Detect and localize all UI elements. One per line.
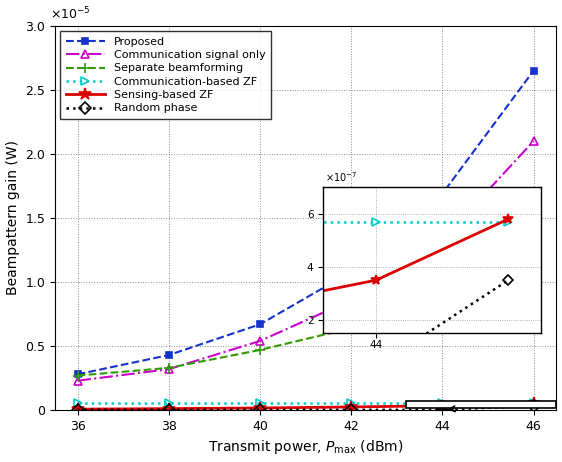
Random phase: [348, 407, 355, 413]
Proposed: [74, 371, 81, 377]
Line: Communication signal only: Communication signal only: [74, 137, 538, 385]
Communication signal only: [74, 378, 81, 383]
Line: Sensing-based ZF: Sensing-based ZF: [71, 396, 540, 415]
Random phase: [74, 407, 81, 413]
Communication-based ZF: [165, 400, 172, 406]
Line: Separate beamforming: Separate beamforming: [72, 249, 538, 380]
Line: Proposed: Proposed: [74, 67, 537, 378]
Communication-based ZF: [348, 400, 355, 406]
Communication-based ZF: [531, 400, 537, 406]
Proposed: [531, 68, 537, 73]
Legend: Proposed, Communication signal only, Separate beamforming, Communication-based Z: Proposed, Communication signal only, Sep…: [60, 31, 271, 119]
Random phase: [531, 403, 537, 408]
Random phase: [165, 407, 172, 413]
Line: Random phase: Random phase: [74, 401, 538, 414]
Separate beamforming: [348, 325, 355, 331]
Communication-based ZF: [257, 400, 264, 406]
Y-axis label: Beampattern gain (W): Beampattern gain (W): [6, 140, 20, 295]
Random phase: [439, 407, 446, 413]
Communication-based ZF: [439, 400, 446, 406]
Bar: [406, 401, 556, 408]
Separate beamforming: [74, 373, 81, 378]
Text: $\times10^{-5}$: $\times10^{-5}$: [50, 5, 90, 22]
Sensing-based ZF: [165, 406, 172, 411]
Communication signal only: [257, 338, 264, 344]
X-axis label: Transmit power, $P_{\max}$ (dBm): Transmit power, $P_{\max}$ (dBm): [208, 438, 404, 456]
Proposed: [165, 353, 172, 358]
Proposed: [257, 322, 264, 327]
Proposed: [439, 191, 446, 196]
Separate beamforming: [165, 365, 172, 371]
Communication signal only: [439, 237, 446, 243]
Separate beamforming: [439, 292, 446, 298]
Communication signal only: [531, 138, 537, 144]
Line: Communication-based ZF: Communication-based ZF: [74, 399, 538, 407]
Separate beamforming: [531, 251, 537, 256]
Sensing-based ZF: [257, 405, 264, 411]
Separate beamforming: [257, 347, 264, 353]
Proposed: [348, 269, 355, 274]
Sensing-based ZF: [531, 400, 537, 406]
Sensing-based ZF: [74, 407, 81, 412]
Communication signal only: [165, 366, 172, 372]
Communication-based ZF: [74, 400, 81, 406]
Random phase: [257, 407, 264, 413]
Communication signal only: [348, 297, 355, 303]
Sensing-based ZF: [439, 403, 446, 408]
Sensing-based ZF: [348, 404, 355, 410]
